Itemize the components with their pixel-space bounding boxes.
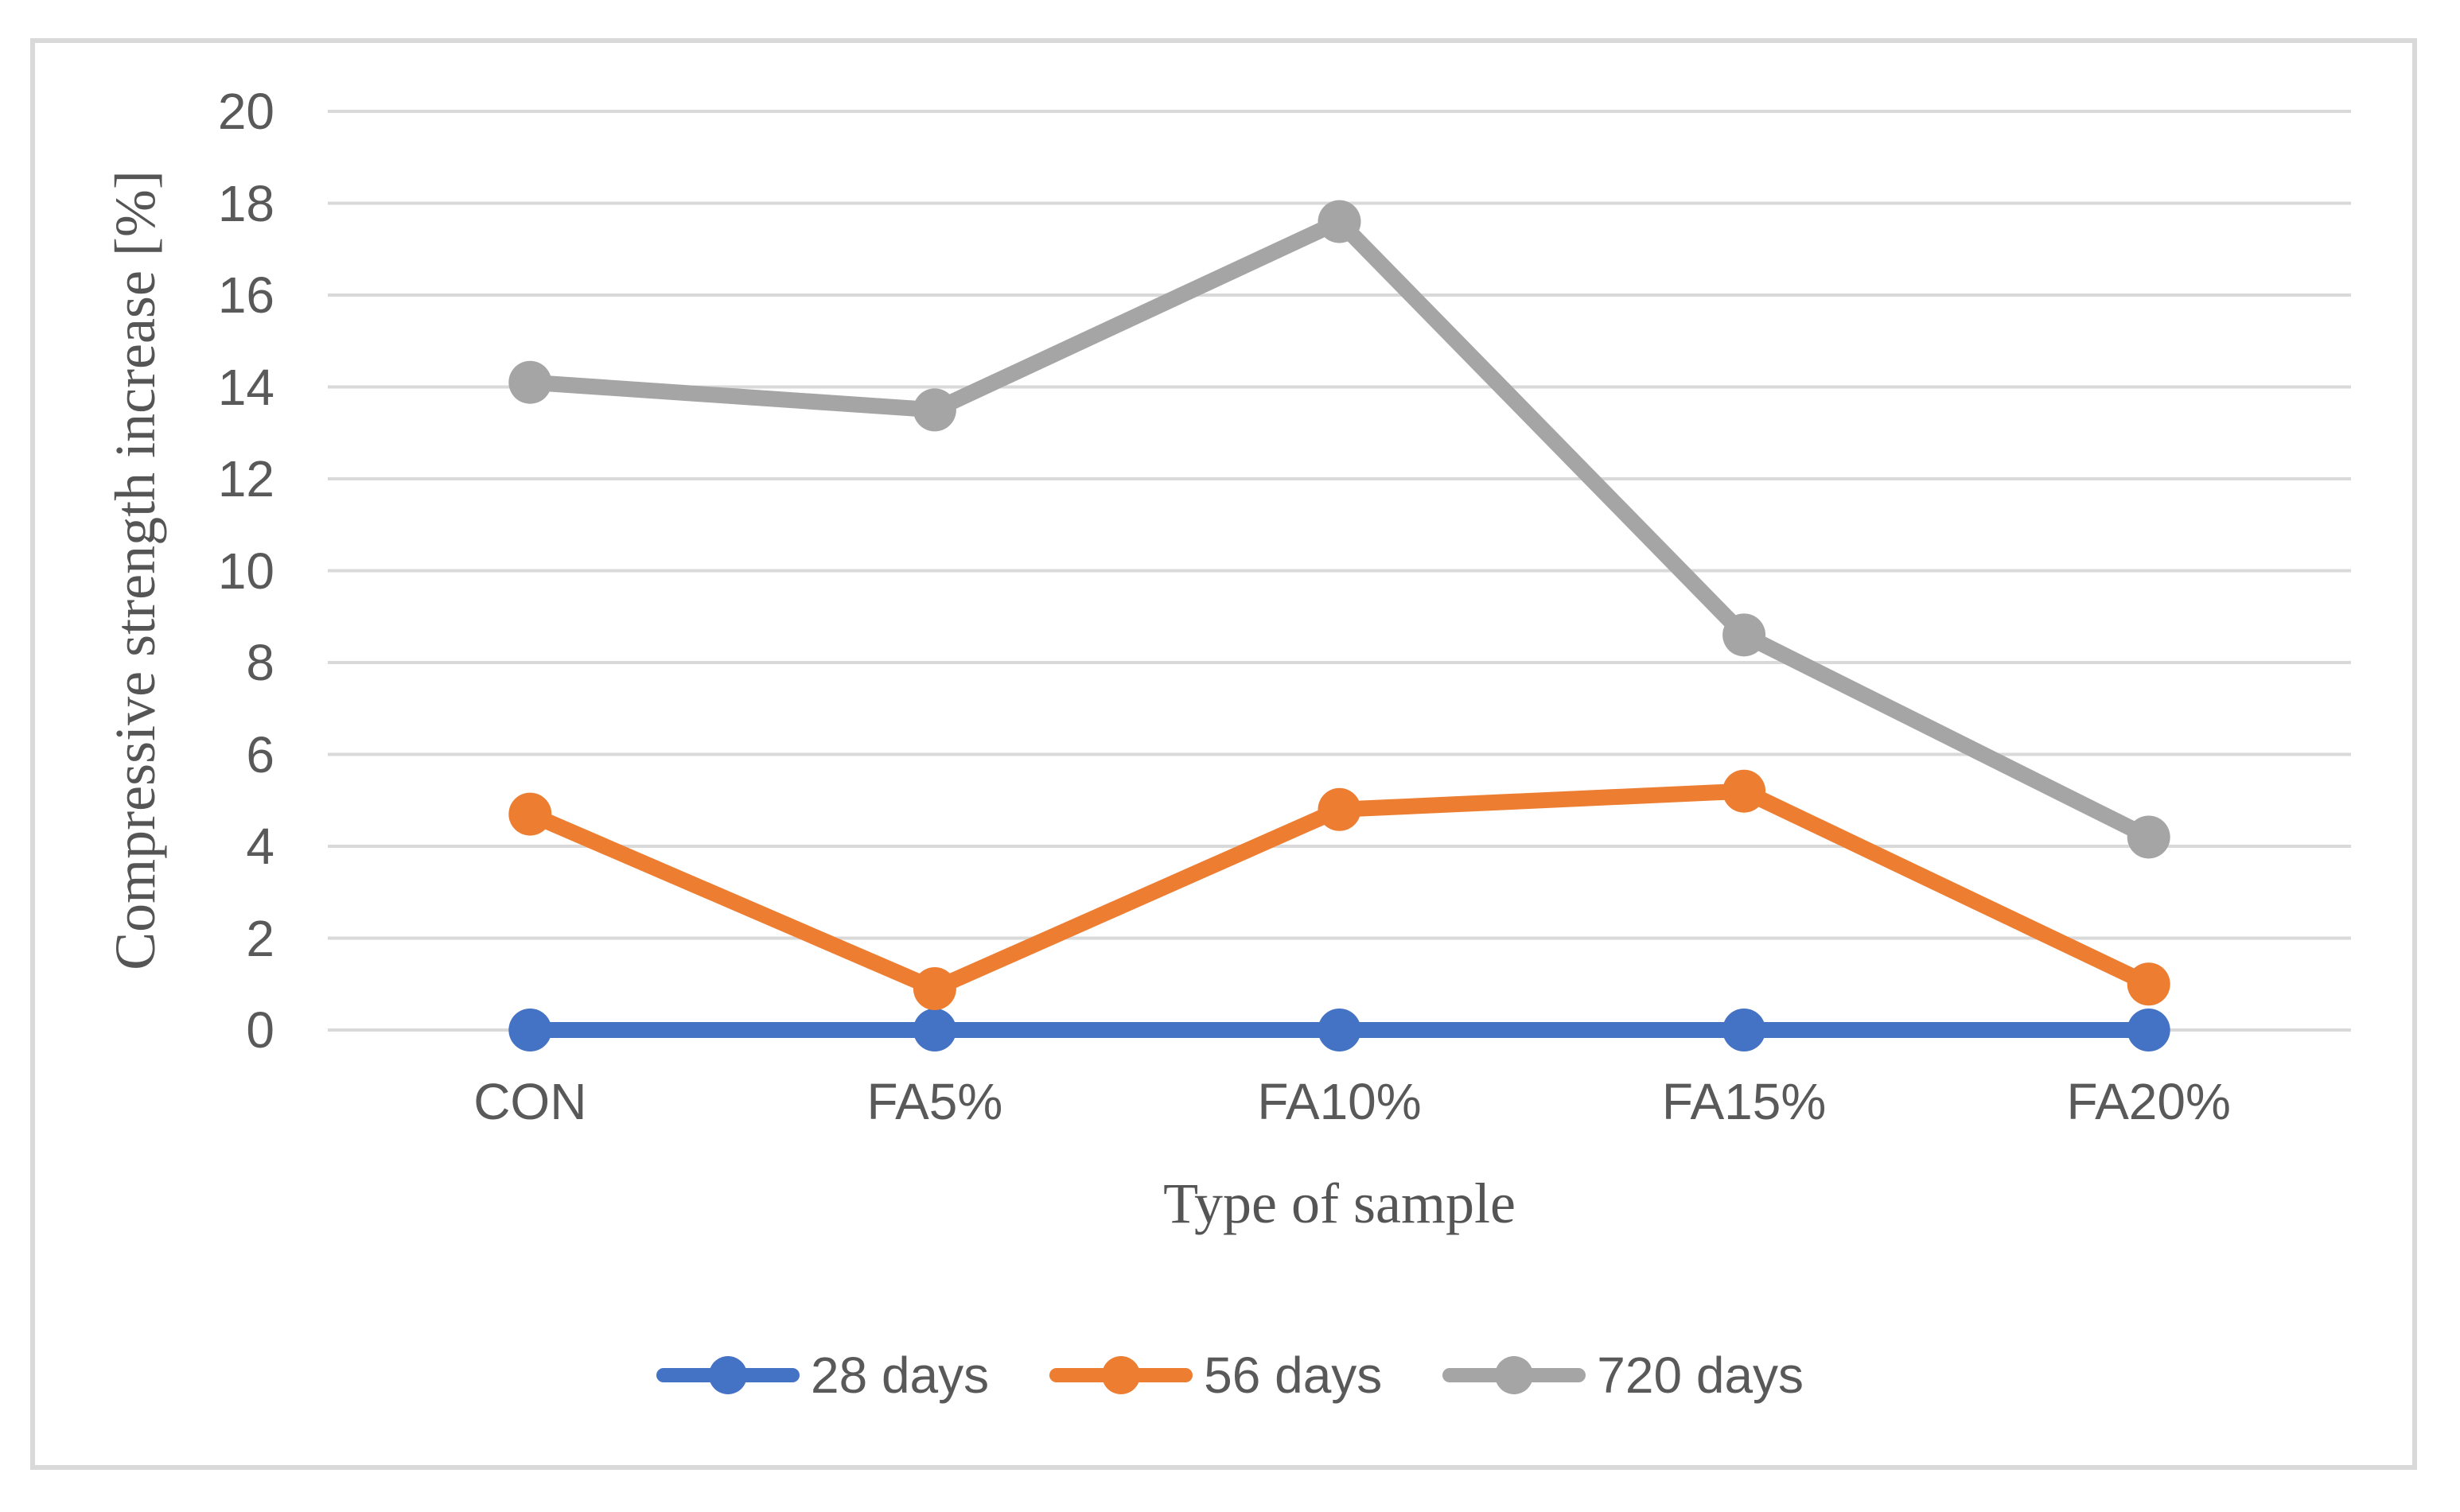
legend-marker-icon-56-days xyxy=(1049,1356,1193,1394)
data-point-28-days-CON xyxy=(508,1009,552,1051)
data-point-720-days-CON xyxy=(508,360,552,404)
x-category-label-FA5%: FA5% xyxy=(866,1073,1003,1130)
legend-item-720-days: 720 days xyxy=(1442,1343,1804,1407)
x-category-label-FA20%: FA20% xyxy=(2066,1073,2231,1130)
legend: 28 days 56 days 720 days xyxy=(0,1343,2460,1407)
series-line-720-days xyxy=(522,213,2157,845)
legend-label-56-days: 56 days xyxy=(1204,1347,1383,1404)
figure-border xyxy=(30,38,2417,1470)
y-tick-label-14: 14 xyxy=(217,358,274,416)
data-point-56-days-FA15% xyxy=(1722,769,1766,813)
x-axis-title: Type of sample xyxy=(1163,1172,1516,1235)
data-point-56-days-FA10% xyxy=(1318,787,1361,831)
y-tick-label-10: 10 xyxy=(217,542,274,600)
y-tick-label-2: 2 xyxy=(246,909,274,967)
x-category-label-FA10%: FA10% xyxy=(1257,1073,1422,1130)
legend-item-28-days: 28 days xyxy=(656,1343,989,1407)
data-point-56-days-FA5% xyxy=(913,967,956,1011)
data-point-720-days-FA20% xyxy=(2127,815,2170,859)
data-point-720-days-FA10% xyxy=(1318,200,1361,243)
data-point-56-days-FA20% xyxy=(2127,962,2170,1006)
legend-marker-icon-28-days xyxy=(656,1356,800,1394)
y-tick-label-0: 0 xyxy=(246,1001,274,1059)
data-point-28-days-FA15% xyxy=(1722,1009,1766,1051)
data-point-720-days-FA15% xyxy=(1722,613,1766,657)
data-point-28-days-FA20% xyxy=(2127,1009,2170,1051)
legend-label-28-days: 28 days xyxy=(810,1347,990,1404)
legend-marker-icon-720-days xyxy=(1442,1356,1586,1394)
legend-item-56-days: 56 days xyxy=(1049,1343,1382,1407)
data-point-56-days-CON xyxy=(508,792,552,836)
data-point-28-days-FA10% xyxy=(1318,1009,1361,1051)
x-category-label-FA15%: FA15% xyxy=(1661,1073,1827,1130)
y-tick-label-12: 12 xyxy=(217,450,274,507)
y-axis-title: Compressive strength increase [%] xyxy=(103,170,167,970)
data-point-720-days-FA5% xyxy=(913,388,956,432)
legend-label-720-days: 720 days xyxy=(1597,1347,1804,1404)
y-tick-label-18: 18 xyxy=(217,174,274,232)
y-tick-label-8: 8 xyxy=(246,634,274,691)
data-point-28-days-FA5% xyxy=(913,1009,956,1051)
y-tick-label-20: 20 xyxy=(217,83,274,140)
y-tick-label-6: 6 xyxy=(246,725,274,783)
y-tick-label-16: 16 xyxy=(217,266,274,324)
y-tick-label-4: 4 xyxy=(246,818,274,875)
x-category-label-CON: CON xyxy=(473,1073,587,1130)
